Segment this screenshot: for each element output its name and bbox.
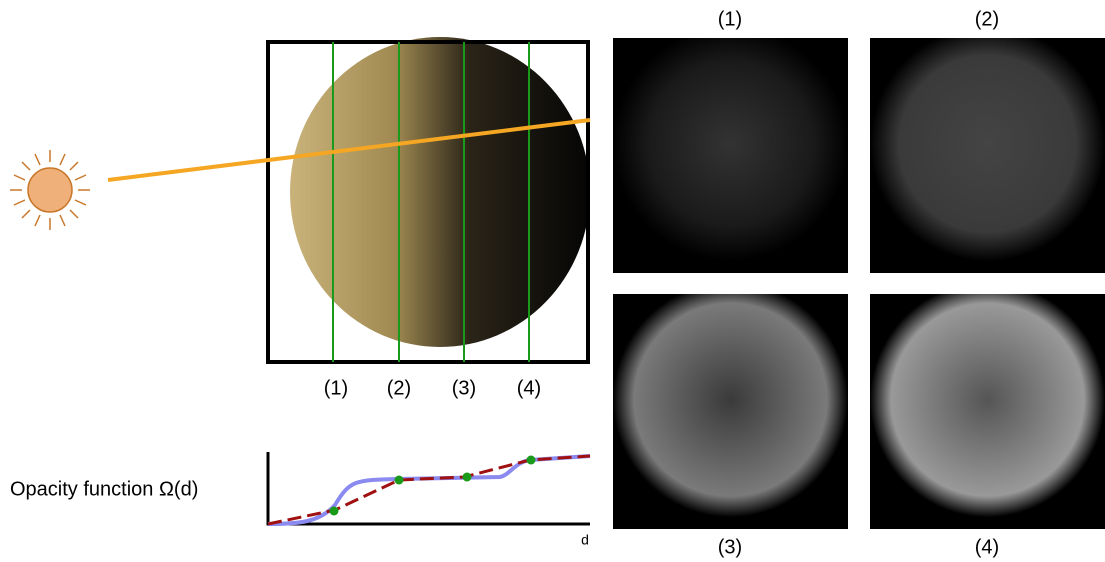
slice-label: (3) [452,377,476,399]
slice-label: (4) [517,377,541,399]
shadow-panel [613,294,848,529]
fur-ball [290,37,590,347]
panel-label: (2) [975,8,999,30]
shadow-panel [613,38,848,273]
plot-ylabel: Opacity function Ω(d) [10,478,198,500]
panel-label: (1) [718,8,742,30]
shadow-panel [870,38,1105,273]
panel-label: (3) [718,536,742,558]
slice-label: (1) [324,377,348,399]
opacity-plot [266,452,591,526]
slice-label: (2) [387,377,411,399]
slice-lines [332,42,530,362]
light-ray [107,118,591,182]
panel-label: (4) [975,536,999,558]
sun-icon [10,150,90,230]
shadow-panel [870,294,1105,529]
plot-xlabel: d [581,532,589,548]
frame [266,40,590,364]
